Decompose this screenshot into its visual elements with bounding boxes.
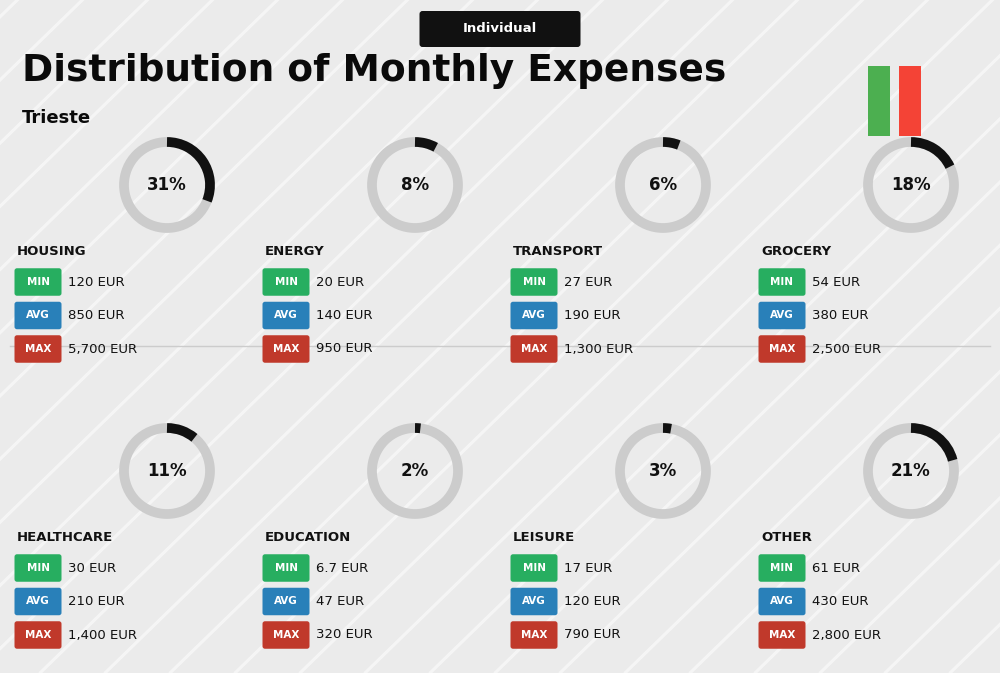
Text: TRANSPORT: TRANSPORT <box>513 245 603 258</box>
Text: 120 EUR: 120 EUR <box>564 595 621 608</box>
FancyBboxPatch shape <box>758 555 806 581</box>
Text: LEISURE: LEISURE <box>513 531 575 544</box>
Text: 11%: 11% <box>147 462 187 480</box>
Text: 18%: 18% <box>891 176 931 194</box>
FancyBboxPatch shape <box>14 269 62 295</box>
Text: Trieste: Trieste <box>22 109 91 127</box>
Text: Distribution of Monthly Expenses: Distribution of Monthly Expenses <box>22 53 726 89</box>
Text: 380 EUR: 380 EUR <box>812 309 868 322</box>
FancyBboxPatch shape <box>510 555 557 581</box>
Text: HEALTHCARE: HEALTHCARE <box>17 531 113 544</box>
FancyBboxPatch shape <box>758 335 806 363</box>
FancyBboxPatch shape <box>262 621 310 649</box>
Text: AVG: AVG <box>770 310 794 320</box>
Text: GROCERY: GROCERY <box>761 245 831 258</box>
Text: MIN: MIN <box>770 277 793 287</box>
Text: 190 EUR: 190 EUR <box>564 309 620 322</box>
FancyBboxPatch shape <box>14 555 62 581</box>
Text: 140 EUR: 140 EUR <box>316 309 372 322</box>
FancyBboxPatch shape <box>868 66 890 136</box>
Text: 2,800 EUR: 2,800 EUR <box>812 629 881 641</box>
FancyBboxPatch shape <box>14 302 62 329</box>
Text: MAX: MAX <box>25 630 51 640</box>
Text: 61 EUR: 61 EUR <box>812 561 860 575</box>
FancyBboxPatch shape <box>419 11 580 47</box>
FancyBboxPatch shape <box>510 269 557 295</box>
Text: 430 EUR: 430 EUR <box>812 595 868 608</box>
Text: 2,500 EUR: 2,500 EUR <box>812 343 881 355</box>
Text: 6.7 EUR: 6.7 EUR <box>316 561 368 575</box>
Text: 790 EUR: 790 EUR <box>564 629 620 641</box>
Text: MIN: MIN <box>26 277 50 287</box>
Text: AVG: AVG <box>770 596 794 606</box>
Text: MAX: MAX <box>273 630 299 640</box>
Text: MAX: MAX <box>25 344 51 354</box>
Text: AVG: AVG <box>522 310 546 320</box>
Text: MIN: MIN <box>26 563 50 573</box>
Text: AVG: AVG <box>522 596 546 606</box>
FancyBboxPatch shape <box>758 269 806 295</box>
Text: HOUSING: HOUSING <box>17 245 87 258</box>
Text: 30 EUR: 30 EUR <box>68 561 116 575</box>
Text: MAX: MAX <box>273 344 299 354</box>
Text: 27 EUR: 27 EUR <box>564 275 612 289</box>
Text: AVG: AVG <box>274 596 298 606</box>
FancyBboxPatch shape <box>758 588 806 615</box>
FancyBboxPatch shape <box>899 66 921 136</box>
Text: MAX: MAX <box>769 630 795 640</box>
Text: 5,700 EUR: 5,700 EUR <box>68 343 137 355</box>
Text: 20 EUR: 20 EUR <box>316 275 364 289</box>
Text: 1,300 EUR: 1,300 EUR <box>564 343 633 355</box>
Text: MAX: MAX <box>521 344 547 354</box>
Text: 320 EUR: 320 EUR <box>316 629 373 641</box>
FancyBboxPatch shape <box>14 621 62 649</box>
Text: MAX: MAX <box>769 344 795 354</box>
Text: 210 EUR: 210 EUR <box>68 595 125 608</box>
Text: 47 EUR: 47 EUR <box>316 595 364 608</box>
Text: Individual: Individual <box>463 22 537 36</box>
Text: 54 EUR: 54 EUR <box>812 275 860 289</box>
FancyBboxPatch shape <box>262 302 310 329</box>
Text: 2%: 2% <box>401 462 429 480</box>
Text: MAX: MAX <box>521 630 547 640</box>
FancyBboxPatch shape <box>510 588 557 615</box>
Text: 950 EUR: 950 EUR <box>316 343 372 355</box>
FancyBboxPatch shape <box>758 621 806 649</box>
FancyBboxPatch shape <box>758 302 806 329</box>
FancyBboxPatch shape <box>14 588 62 615</box>
Text: 8%: 8% <box>401 176 429 194</box>
Text: ENERGY: ENERGY <box>265 245 325 258</box>
FancyBboxPatch shape <box>262 335 310 363</box>
Text: AVG: AVG <box>26 596 50 606</box>
Text: 17 EUR: 17 EUR <box>564 561 612 575</box>
Text: MIN: MIN <box>522 277 546 287</box>
FancyBboxPatch shape <box>262 588 310 615</box>
Text: 120 EUR: 120 EUR <box>68 275 125 289</box>
Text: MIN: MIN <box>522 563 546 573</box>
Text: 850 EUR: 850 EUR <box>68 309 124 322</box>
Text: 1,400 EUR: 1,400 EUR <box>68 629 137 641</box>
FancyBboxPatch shape <box>510 335 557 363</box>
Text: MIN: MIN <box>274 563 298 573</box>
FancyBboxPatch shape <box>14 335 62 363</box>
Text: AVG: AVG <box>26 310 50 320</box>
Text: MIN: MIN <box>770 563 793 573</box>
FancyBboxPatch shape <box>262 555 310 581</box>
Text: AVG: AVG <box>274 310 298 320</box>
Text: MIN: MIN <box>274 277 298 287</box>
Text: OTHER: OTHER <box>761 531 812 544</box>
Text: 21%: 21% <box>891 462 931 480</box>
FancyBboxPatch shape <box>510 621 557 649</box>
Text: EDUCATION: EDUCATION <box>265 531 351 544</box>
Text: 6%: 6% <box>649 176 677 194</box>
FancyBboxPatch shape <box>510 302 557 329</box>
Text: 31%: 31% <box>147 176 187 194</box>
FancyBboxPatch shape <box>262 269 310 295</box>
Text: 3%: 3% <box>649 462 677 480</box>
